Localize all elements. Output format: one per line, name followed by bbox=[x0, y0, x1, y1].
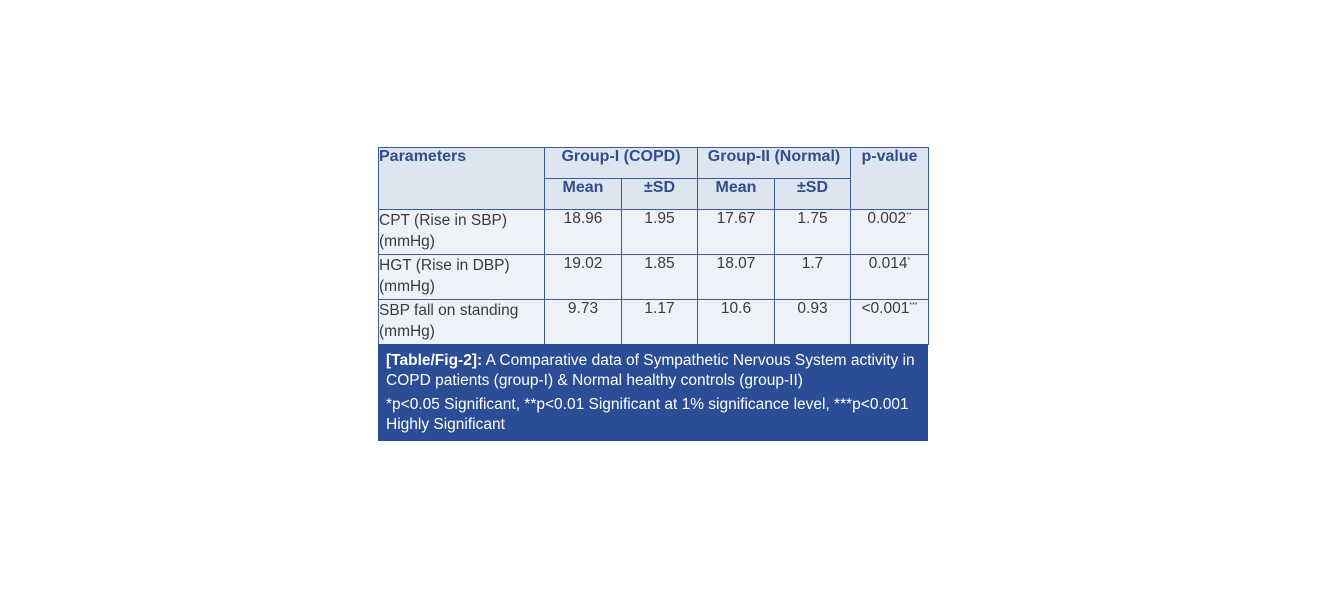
header-g1-sd: ±SD bbox=[621, 178, 698, 210]
significance-marker: * bbox=[907, 256, 911, 264]
significance-marker: ** bbox=[906, 211, 912, 219]
row-parameter: CPT (Rise in SBP) (mmHg) bbox=[378, 209, 545, 255]
table-row: SBP fall on standing (mmHg) 9.73 1.17 10.… bbox=[378, 299, 929, 345]
header-row-groups: Parameters Group-I (COPD) Group-II (Norm… bbox=[378, 147, 929, 210]
g2-mean-value: 18.07 bbox=[697, 254, 775, 300]
table-caption: [Table/Fig-2]: A Comparative data of Sym… bbox=[378, 344, 928, 441]
g2-mean-value: 17.67 bbox=[697, 209, 775, 255]
p-value-cell: <0.001*** bbox=[850, 299, 929, 345]
caption-text: [Table/Fig-2]: A Comparative data of Sym… bbox=[386, 351, 920, 391]
p-value-cell: 0.014* bbox=[850, 254, 929, 300]
g1-mean-value: 9.73 bbox=[544, 299, 622, 345]
g2-sd-value: 1.75 bbox=[774, 209, 851, 255]
g1-sd-value: 1.85 bbox=[621, 254, 698, 300]
g1-sd-value: 1.95 bbox=[621, 209, 698, 255]
header-g1-mean: Mean bbox=[544, 178, 622, 210]
g2-mean-value: 10.6 bbox=[697, 299, 775, 345]
header-row-stats: Mean ±SD Mean ±SD bbox=[379, 178, 929, 210]
g2-sd-value: 0.93 bbox=[774, 299, 851, 345]
parameter-unit: (mmHg) bbox=[379, 233, 435, 250]
table-row: HGT (Rise in DBP) (mmHg) 19.02 1.85 18.07… bbox=[378, 254, 929, 300]
header-g2-mean: Mean bbox=[697, 178, 775, 210]
table-row: CPT (Rise in SBP) (mmHg) 18.96 1.95 17.67… bbox=[378, 209, 929, 255]
header-parameters: Parameters bbox=[378, 147, 545, 210]
header-g2-sd: ±SD bbox=[774, 178, 851, 210]
significance-marker: *** bbox=[909, 301, 918, 309]
g1-mean-value: 18.96 bbox=[544, 209, 622, 255]
caption-description: A Comparative data of Sympathetic Nervou… bbox=[386, 352, 915, 389]
p-value: 0.002 bbox=[867, 210, 907, 227]
p-value-cell: 0.002** bbox=[850, 209, 929, 255]
parameter-name: HGT (Rise in DBP) bbox=[379, 257, 510, 274]
caption-label: [Table/Fig-2]: bbox=[386, 352, 483, 369]
parameter-unit: (mmHg) bbox=[379, 323, 435, 340]
header-group-2: Group-II (Normal) bbox=[697, 147, 851, 179]
row-parameter: SBP fall on standing (mmHg) bbox=[378, 299, 545, 345]
g2-sd-value: 1.7 bbox=[774, 254, 851, 300]
p-value: 0.014 bbox=[868, 255, 908, 272]
parameter-name: CPT (Rise in SBP) bbox=[379, 212, 508, 229]
g1-mean-value: 19.02 bbox=[544, 254, 622, 300]
parameter-name: SBP fall on standing bbox=[379, 302, 519, 319]
header-group-1: Group-I (COPD) bbox=[544, 147, 698, 179]
data-table: Parameters Group-I (COPD) Group-II (Norm… bbox=[378, 147, 929, 345]
header-pvalue: p-value bbox=[850, 147, 929, 210]
row-parameter: HGT (Rise in DBP) (mmHg) bbox=[378, 254, 545, 300]
table-figure: Parameters Group-I (COPD) Group-II (Norm… bbox=[378, 147, 929, 441]
p-value: <0.001 bbox=[861, 300, 910, 317]
caption-footnote: *p<0.05 Significant, **p<0.01 Significan… bbox=[386, 396, 909, 433]
parameter-unit: (mmHg) bbox=[379, 278, 435, 295]
g1-sd-value: 1.17 bbox=[621, 299, 698, 345]
